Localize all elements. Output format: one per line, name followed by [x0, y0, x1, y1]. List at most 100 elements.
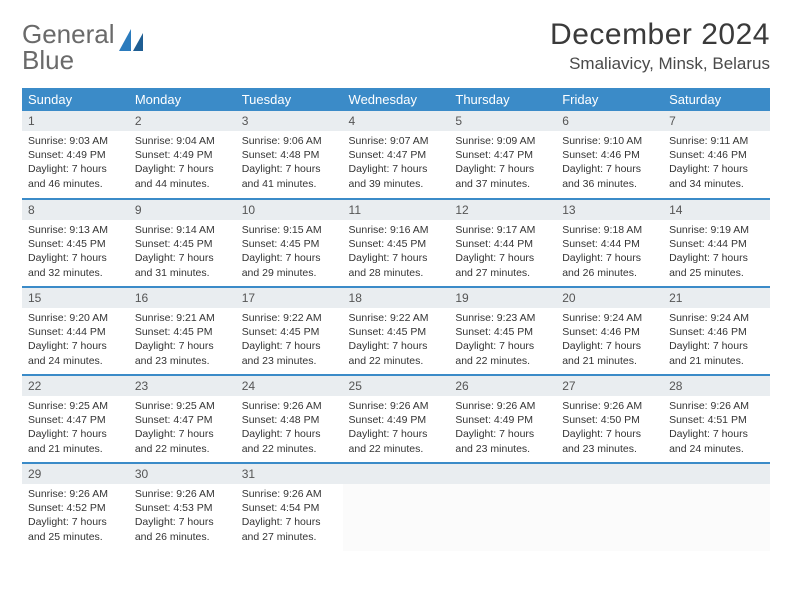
sunrise-line: Sunrise: 9:26 AM [135, 487, 230, 501]
weekday-header: Wednesday [343, 88, 450, 111]
day-details: Sunrise: 9:26 AMSunset: 4:49 PMDaylight:… [449, 396, 556, 460]
daylight-line: Daylight: 7 hours and 22 minutes. [242, 427, 337, 455]
sunset-line: Sunset: 4:45 PM [28, 237, 123, 251]
calendar-day-cell [449, 463, 556, 551]
day-details: Sunrise: 9:16 AMSunset: 4:45 PMDaylight:… [343, 220, 450, 284]
calendar-day-cell: 21Sunrise: 9:24 AMSunset: 4:46 PMDayligh… [663, 287, 770, 375]
day-number: 25 [343, 376, 450, 396]
calendar-day-cell: 25Sunrise: 9:26 AMSunset: 4:49 PMDayligh… [343, 375, 450, 463]
day-number: 28 [663, 376, 770, 396]
calendar-day-cell: 29Sunrise: 9:26 AMSunset: 4:52 PMDayligh… [22, 463, 129, 551]
sunrise-line: Sunrise: 9:22 AM [242, 311, 337, 325]
daylight-line: Daylight: 7 hours and 22 minutes. [349, 339, 444, 367]
calendar-day-cell: 14Sunrise: 9:19 AMSunset: 4:44 PMDayligh… [663, 199, 770, 287]
sunrise-line: Sunrise: 9:18 AM [562, 223, 657, 237]
daylight-line: Daylight: 7 hours and 32 minutes. [28, 251, 123, 279]
day-number: 14 [663, 200, 770, 220]
calendar-week-row: 1Sunrise: 9:03 AMSunset: 4:49 PMDaylight… [22, 111, 770, 199]
sunset-line: Sunset: 4:48 PM [242, 413, 337, 427]
day-details: Sunrise: 9:26 AMSunset: 4:48 PMDaylight:… [236, 396, 343, 460]
daylight-line: Daylight: 7 hours and 22 minutes. [349, 427, 444, 455]
daylight-line: Daylight: 7 hours and 26 minutes. [562, 251, 657, 279]
sunset-line: Sunset: 4:44 PM [669, 237, 764, 251]
daylight-line: Daylight: 7 hours and 23 minutes. [562, 427, 657, 455]
daylight-line: Daylight: 7 hours and 22 minutes. [135, 427, 230, 455]
sunrise-line: Sunrise: 9:21 AM [135, 311, 230, 325]
location-subtitle: Smaliavicy, Minsk, Belarus [550, 54, 770, 74]
day-details: Sunrise: 9:04 AMSunset: 4:49 PMDaylight:… [129, 131, 236, 195]
day-details: Sunrise: 9:13 AMSunset: 4:45 PMDaylight:… [22, 220, 129, 284]
sunset-line: Sunset: 4:46 PM [562, 148, 657, 162]
sunset-line: Sunset: 4:49 PM [135, 148, 230, 162]
day-details: Sunrise: 9:21 AMSunset: 4:45 PMDaylight:… [129, 308, 236, 372]
calendar-day-cell: 10Sunrise: 9:15 AMSunset: 4:45 PMDayligh… [236, 199, 343, 287]
page-title: December 2024 [550, 18, 770, 52]
calendar-day-cell: 9Sunrise: 9:14 AMSunset: 4:45 PMDaylight… [129, 199, 236, 287]
calendar-day-cell [343, 463, 450, 551]
brand-logo: General Blue [22, 22, 145, 74]
day-details: Sunrise: 9:26 AMSunset: 4:54 PMDaylight:… [236, 484, 343, 548]
sunrise-line: Sunrise: 9:11 AM [669, 134, 764, 148]
day-number: 2 [129, 111, 236, 131]
day-details: Sunrise: 9:10 AMSunset: 4:46 PMDaylight:… [556, 131, 663, 195]
sunset-line: Sunset: 4:46 PM [669, 148, 764, 162]
sunset-line: Sunset: 4:45 PM [135, 325, 230, 339]
weekday-header: Thursday [449, 88, 556, 111]
calendar-day-cell: 16Sunrise: 9:21 AMSunset: 4:45 PMDayligh… [129, 287, 236, 375]
calendar-day-cell: 18Sunrise: 9:22 AMSunset: 4:45 PMDayligh… [343, 287, 450, 375]
day-number: 3 [236, 111, 343, 131]
daylight-line: Daylight: 7 hours and 23 minutes. [242, 339, 337, 367]
sunrise-line: Sunrise: 9:09 AM [455, 134, 550, 148]
calendar-day-cell: 11Sunrise: 9:16 AMSunset: 4:45 PMDayligh… [343, 199, 450, 287]
sunset-line: Sunset: 4:45 PM [135, 237, 230, 251]
day-details: Sunrise: 9:19 AMSunset: 4:44 PMDaylight:… [663, 220, 770, 284]
day-number-empty [663, 464, 770, 484]
daylight-line: Daylight: 7 hours and 21 minutes. [669, 339, 764, 367]
day-number: 23 [129, 376, 236, 396]
sunrise-line: Sunrise: 9:19 AM [669, 223, 764, 237]
sunrise-line: Sunrise: 9:26 AM [28, 487, 123, 501]
day-details: Sunrise: 9:25 AMSunset: 4:47 PMDaylight:… [22, 396, 129, 460]
calendar-day-cell [556, 463, 663, 551]
day-number-empty [343, 464, 450, 484]
sunset-line: Sunset: 4:46 PM [562, 325, 657, 339]
day-details: Sunrise: 9:17 AMSunset: 4:44 PMDaylight:… [449, 220, 556, 284]
weekday-header: Friday [556, 88, 663, 111]
day-details: Sunrise: 9:09 AMSunset: 4:47 PMDaylight:… [449, 131, 556, 195]
sunset-line: Sunset: 4:49 PM [349, 413, 444, 427]
sunrise-line: Sunrise: 9:26 AM [242, 487, 337, 501]
day-number: 15 [22, 288, 129, 308]
daylight-line: Daylight: 7 hours and 41 minutes. [242, 162, 337, 190]
calendar-day-cell: 6Sunrise: 9:10 AMSunset: 4:46 PMDaylight… [556, 111, 663, 199]
day-details: Sunrise: 9:26 AMSunset: 4:49 PMDaylight:… [343, 396, 450, 460]
day-number: 8 [22, 200, 129, 220]
weekday-header: Monday [129, 88, 236, 111]
sunrise-line: Sunrise: 9:06 AM [242, 134, 337, 148]
sunrise-line: Sunrise: 9:13 AM [28, 223, 123, 237]
sunrise-line: Sunrise: 9:04 AM [135, 134, 230, 148]
calendar-day-cell: 1Sunrise: 9:03 AMSunset: 4:49 PMDaylight… [22, 111, 129, 199]
sunrise-line: Sunrise: 9:24 AM [562, 311, 657, 325]
sunrise-line: Sunrise: 9:25 AM [135, 399, 230, 413]
calendar-day-cell: 20Sunrise: 9:24 AMSunset: 4:46 PMDayligh… [556, 287, 663, 375]
day-number: 22 [22, 376, 129, 396]
sunset-line: Sunset: 4:46 PM [669, 325, 764, 339]
day-details: Sunrise: 9:25 AMSunset: 4:47 PMDaylight:… [129, 396, 236, 460]
calendar-week-row: 22Sunrise: 9:25 AMSunset: 4:47 PMDayligh… [22, 375, 770, 463]
calendar-day-cell: 13Sunrise: 9:18 AMSunset: 4:44 PMDayligh… [556, 199, 663, 287]
day-details: Sunrise: 9:22 AMSunset: 4:45 PMDaylight:… [343, 308, 450, 372]
daylight-line: Daylight: 7 hours and 36 minutes. [562, 162, 657, 190]
day-details: Sunrise: 9:06 AMSunset: 4:48 PMDaylight:… [236, 131, 343, 195]
day-number: 31 [236, 464, 343, 484]
sunset-line: Sunset: 4:51 PM [669, 413, 764, 427]
sunrise-line: Sunrise: 9:15 AM [242, 223, 337, 237]
daylight-line: Daylight: 7 hours and 21 minutes. [28, 427, 123, 455]
sunset-line: Sunset: 4:44 PM [562, 237, 657, 251]
day-details: Sunrise: 9:18 AMSunset: 4:44 PMDaylight:… [556, 220, 663, 284]
day-details: Sunrise: 9:26 AMSunset: 4:51 PMDaylight:… [663, 396, 770, 460]
sunset-line: Sunset: 4:45 PM [455, 325, 550, 339]
day-number: 16 [129, 288, 236, 308]
day-number: 4 [343, 111, 450, 131]
day-details: Sunrise: 9:22 AMSunset: 4:45 PMDaylight:… [236, 308, 343, 372]
sunrise-line: Sunrise: 9:26 AM [455, 399, 550, 413]
